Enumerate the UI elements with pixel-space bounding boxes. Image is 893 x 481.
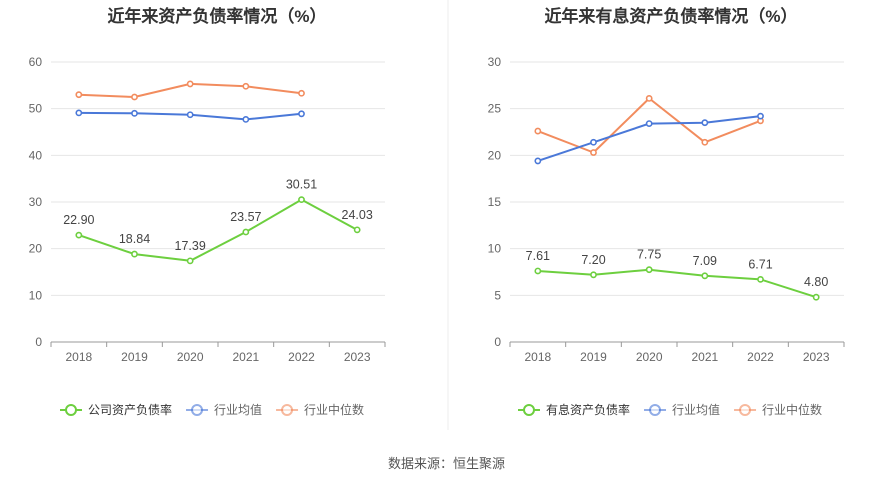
source-footer: 数据来源：恒生聚源	[0, 453, 893, 472]
y-tick-label: 10	[488, 242, 502, 256]
x-tick-label: 2022	[747, 350, 774, 364]
data-point	[242, 116, 250, 123]
x-tick-label: 2019	[580, 350, 607, 364]
y-tick-label: 20	[488, 148, 502, 162]
data-point	[645, 120, 653, 127]
legend-marker	[281, 404, 294, 416]
data-point	[298, 196, 305, 204]
data-point	[298, 89, 305, 97]
data-point	[534, 127, 542, 135]
chart-title: 近年来有息资产负债率情况（%）	[544, 6, 797, 26]
legend-marker	[739, 404, 752, 416]
source-value: 恒生聚源	[453, 456, 506, 471]
x-tick-label: 2020	[636, 350, 663, 364]
legend-label: 行业中位数	[304, 402, 364, 417]
legend-item: 行业均值	[644, 402, 720, 417]
data-point	[590, 149, 597, 156]
y-tick-label: 0	[35, 335, 42, 349]
legend-marker	[65, 404, 77, 416]
data-point	[186, 257, 194, 265]
legend-label: 行业均值	[672, 402, 720, 417]
data-label: 22.90	[63, 213, 94, 227]
legend-label: 有息资产负债率	[546, 402, 630, 417]
data-label: 7.09	[693, 254, 717, 268]
data-label: 17.39	[175, 239, 206, 253]
y-tick-label: 25	[488, 102, 502, 116]
y-tick-label: 0	[494, 335, 501, 349]
x-tick-label: 2023	[344, 350, 371, 364]
data-label: 7.75	[637, 248, 661, 262]
data-label: 18.84	[119, 232, 150, 246]
x-tick-label: 2018	[65, 350, 92, 364]
y-tick-label: 15	[488, 195, 502, 209]
data-point	[242, 228, 250, 236]
legend-item: 行业中位数	[734, 402, 822, 417]
legend-item: 行业中位数	[276, 402, 364, 417]
y-tick-label: 5	[494, 288, 501, 302]
chart-2: 近年来有息资产负债率情况（%） 0 5 10 15 20 25 30 2018 2019 2020 2…	[488, 6, 845, 417]
data-point	[75, 231, 83, 239]
data-point	[534, 267, 542, 275]
series-line	[78, 198, 358, 262]
data-point	[186, 111, 194, 119]
x-tick-label: 2019	[121, 350, 148, 364]
data-label: 6.71	[748, 257, 772, 271]
data-point	[645, 266, 653, 274]
legend-item: 行业均值	[186, 402, 262, 417]
data-label: 7.20	[581, 253, 605, 267]
legend-label: 行业均值	[214, 402, 262, 417]
data-label: 23.57	[230, 210, 261, 224]
y-tick-label: 10	[29, 288, 43, 302]
y-tick-label: 50	[29, 102, 43, 116]
x-tick-label: 2020	[177, 350, 204, 364]
y-tick-label: 30	[29, 195, 43, 209]
data-point	[298, 110, 305, 118]
y-tick-label: 60	[29, 55, 43, 69]
data-point	[590, 138, 597, 146]
data-point	[645, 95, 653, 102]
data-point	[186, 80, 194, 88]
x-tick-label: 2021	[691, 350, 718, 364]
data-point	[701, 119, 709, 127]
legend-marker	[649, 404, 662, 416]
data-point	[590, 271, 597, 279]
data-point	[757, 275, 764, 283]
x-tick-label: 2022	[288, 350, 315, 364]
x-tick-label: 2023	[803, 350, 830, 364]
data-point	[757, 112, 764, 120]
data-point	[131, 250, 138, 258]
data-point	[701, 272, 709, 280]
legend-item: 有息资产负债率	[518, 402, 630, 417]
data-point	[242, 82, 250, 90]
data-point	[353, 226, 361, 234]
legend-marker	[523, 404, 535, 416]
data-label: 24.03	[342, 208, 373, 222]
source-label: 数据来源：	[387, 456, 453, 471]
y-tick-label: 20	[29, 242, 43, 256]
x-tick-label: 2021	[232, 350, 259, 364]
series-line	[537, 268, 817, 299]
data-point	[75, 109, 83, 117]
data-point	[701, 138, 709, 146]
y-tick-label: 30	[488, 55, 502, 69]
data-label: 7.61	[526, 249, 550, 263]
legend-label: 公司资产负债率	[88, 402, 172, 417]
legend-label: 行业中位数	[762, 402, 822, 417]
data-point	[131, 93, 138, 101]
y-tick-label: 40	[29, 148, 43, 162]
legend-marker	[191, 404, 204, 416]
x-tick-label: 2018	[524, 350, 551, 364]
chart-1: 近年来资产负债率情况（%） 0 10 20 30 40 50 60 2018 2019 2020 20…	[29, 6, 386, 417]
data-label: 30.51	[286, 178, 317, 192]
data-point	[812, 293, 820, 301]
data-point	[131, 109, 138, 117]
legend-item: 公司资产负债率	[60, 402, 172, 417]
data-point	[534, 157, 542, 165]
chart-title: 近年来资产负债率情况（%）	[107, 6, 326, 26]
data-point	[75, 91, 83, 99]
data-label: 4.80	[804, 275, 828, 289]
